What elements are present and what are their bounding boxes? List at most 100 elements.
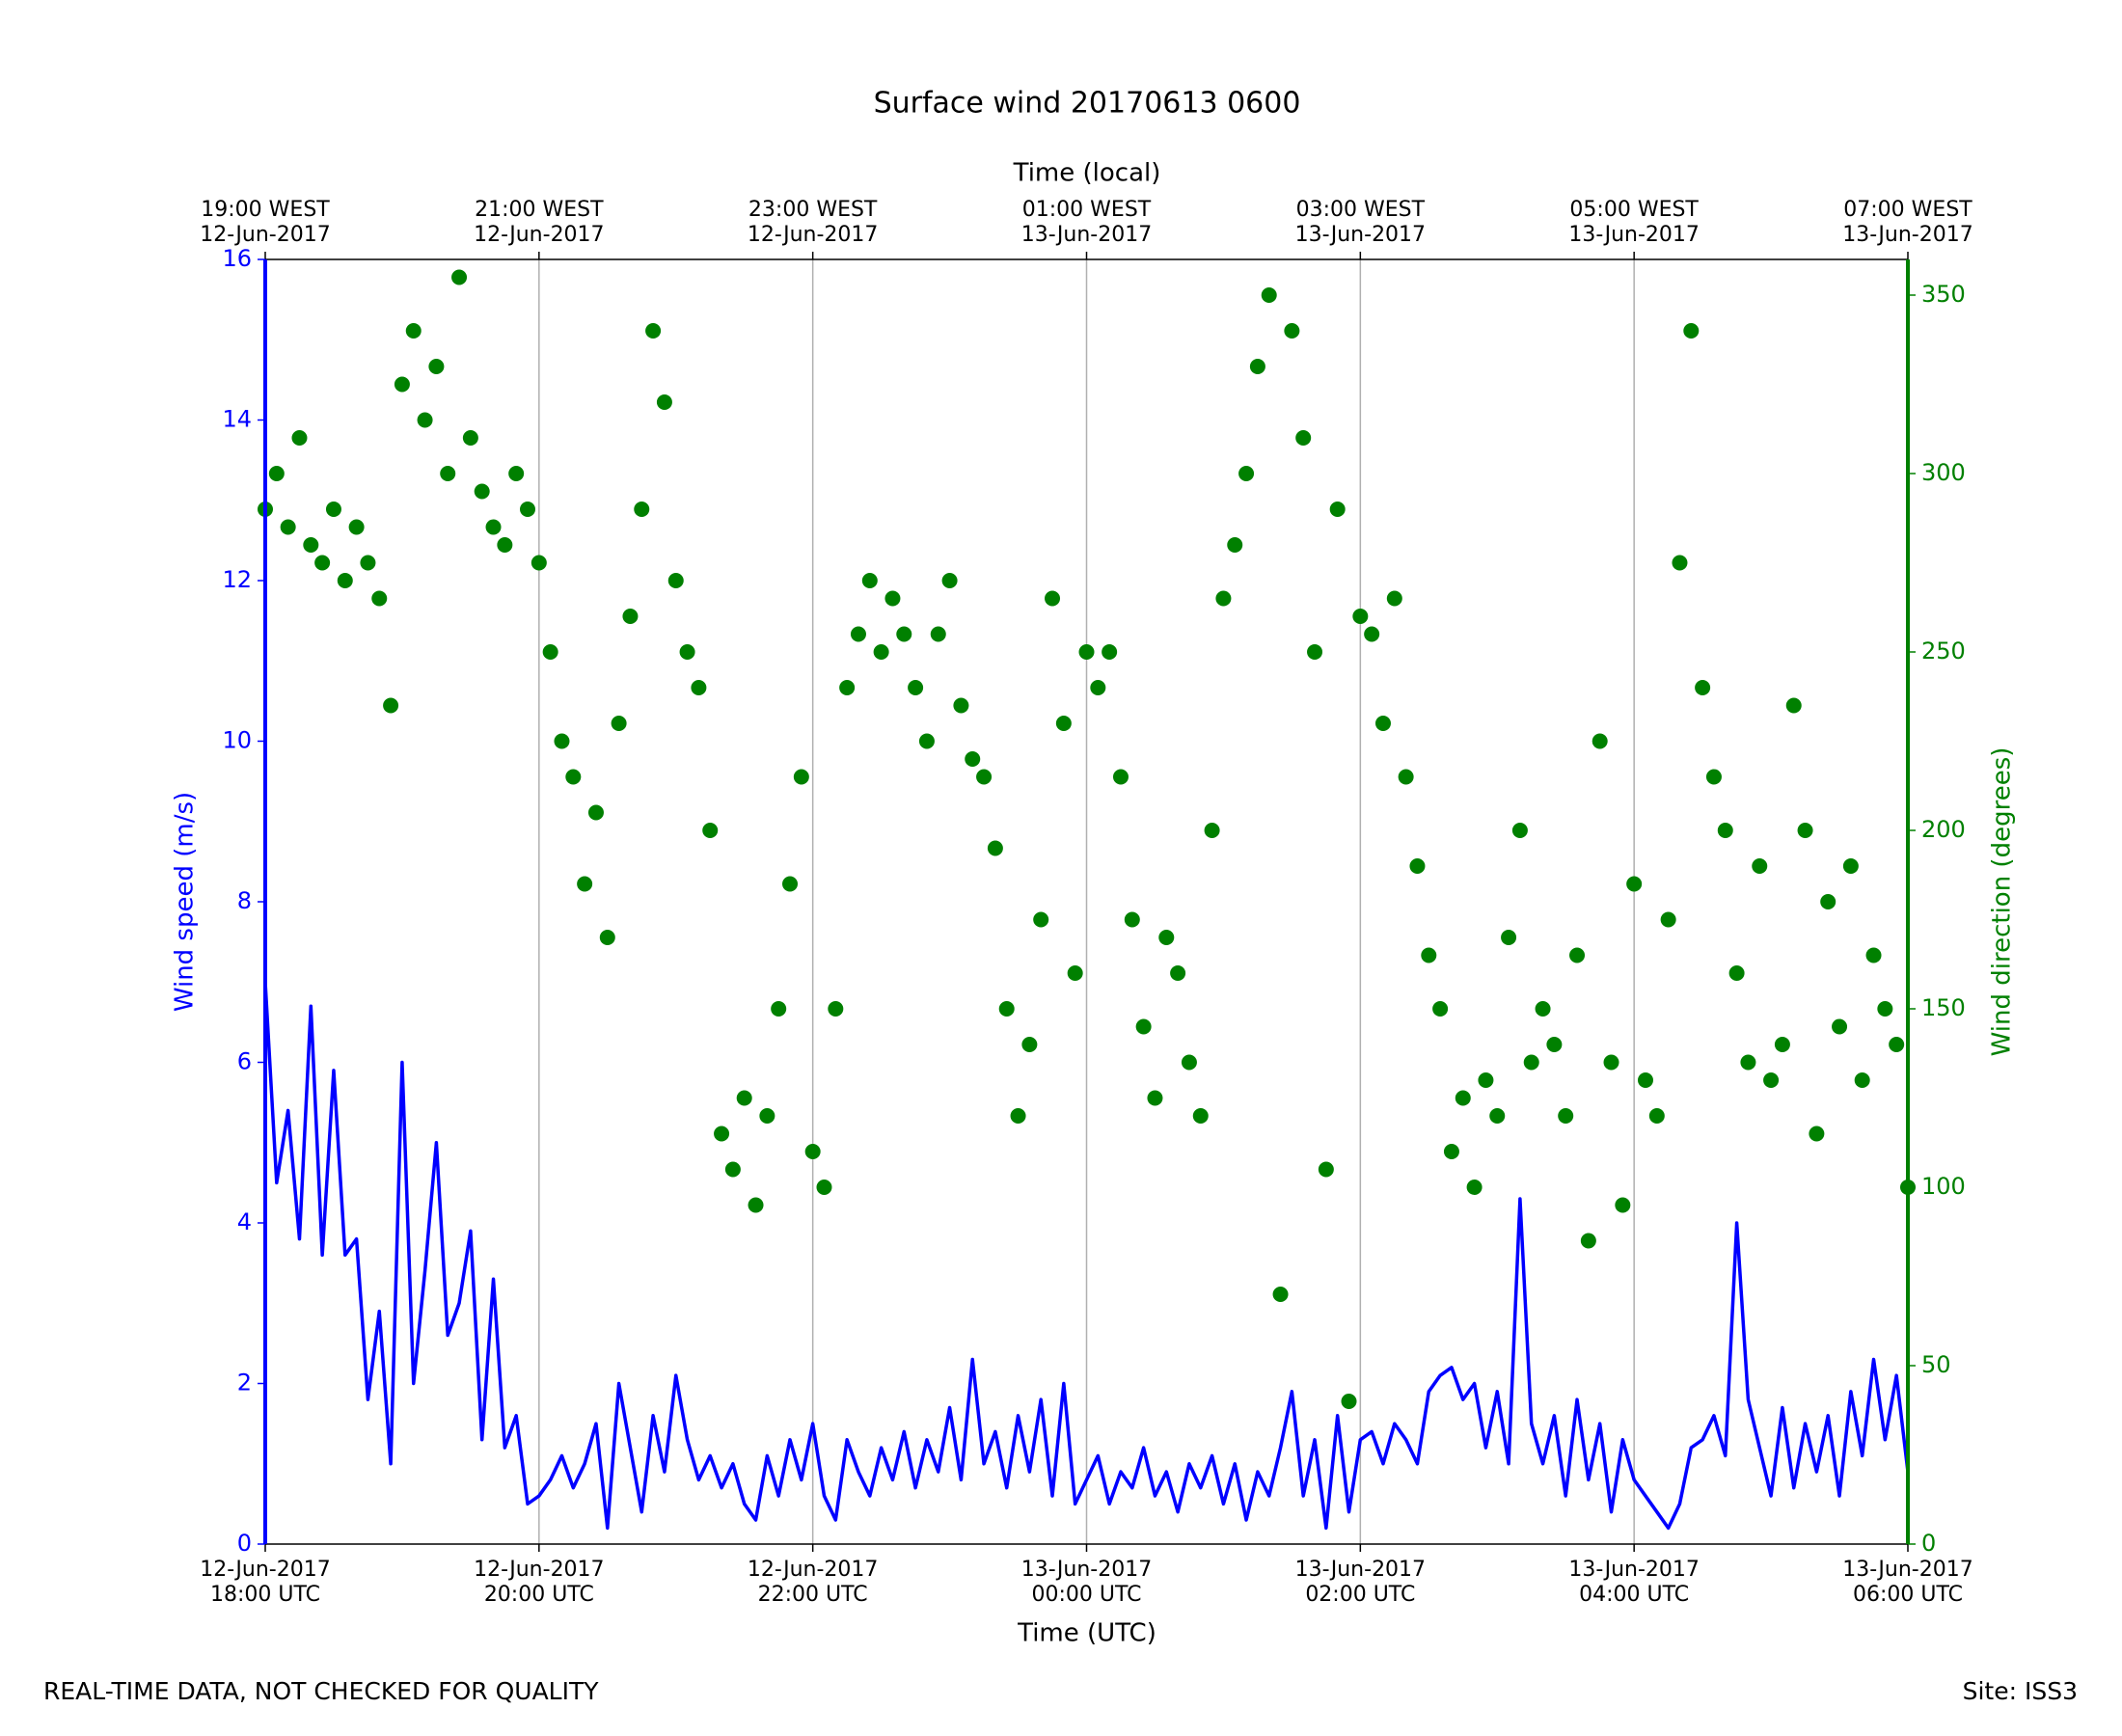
- top-x-tick-label: 21:00 WEST 12-Jun-2017: [474, 198, 605, 247]
- y-tick-label: 4: [237, 1208, 252, 1235]
- direction-point: [656, 394, 672, 410]
- direction-point: [965, 751, 981, 767]
- direction-point: [1489, 1108, 1506, 1124]
- direction-point: [1078, 644, 1095, 660]
- y-tick-label: 2: [237, 1370, 252, 1397]
- top-x-tick-label: 05:00 WEST 13-Jun-2017: [1568, 198, 1700, 247]
- direction-point: [1558, 1108, 1574, 1124]
- direction-point: [645, 323, 662, 339]
- direction-point: [1511, 823, 1528, 838]
- direction-point: [667, 573, 684, 588]
- y-tick-label: 16: [222, 245, 252, 272]
- top-axis-label: Time (local): [1013, 159, 1161, 188]
- x-tick-label: 13-Jun-2017 06:00 UTC: [1842, 1558, 1973, 1607]
- y2-axis-label: Wind direction (degrees): [1988, 747, 2017, 1057]
- direction-point: [1204, 823, 1220, 838]
- y2-tick-label: 300: [1921, 459, 1966, 486]
- direction-point: [1341, 1394, 1357, 1409]
- top-x-tick-label: 19:00 WEST 12-Jun-2017: [200, 198, 331, 247]
- y-tick-label: 12: [222, 566, 252, 593]
- direction-point: [1455, 1090, 1471, 1106]
- direction-point: [1854, 1072, 1870, 1088]
- direction-point: [1717, 823, 1733, 838]
- y-tick-label: 6: [237, 1048, 252, 1075]
- direction-point: [1055, 716, 1072, 731]
- direction-point: [1284, 323, 1300, 339]
- direction-point: [724, 1161, 741, 1178]
- x-tick-label: 13-Jun-2017 04:00 UTC: [1568, 1558, 1700, 1607]
- x-tick-label: 13-Jun-2017 02:00 UTC: [1294, 1558, 1427, 1607]
- direction-point: [1432, 1001, 1449, 1017]
- direction-point: [1832, 1018, 1848, 1035]
- direction-point: [691, 680, 707, 695]
- direction-point: [850, 626, 866, 642]
- direction-point: [1192, 1108, 1209, 1124]
- direction-point: [941, 573, 958, 588]
- direction-point: [1797, 823, 1813, 838]
- direction-point: [1329, 502, 1346, 517]
- direction-point: [360, 555, 376, 571]
- direction-point: [280, 519, 296, 535]
- direction-point: [1045, 590, 1061, 607]
- y2-tick-label: 100: [1921, 1173, 1966, 1200]
- direction-point: [1033, 911, 1049, 928]
- top-x-tick-label: 23:00 WEST 12-Jun-2017: [747, 198, 879, 247]
- direction-point: [1865, 947, 1882, 963]
- direction-point: [268, 466, 285, 481]
- direction-point: [1728, 965, 1745, 981]
- direction-point: [1569, 947, 1586, 963]
- direction-point: [1648, 1108, 1665, 1124]
- chart-title: Surface wind 20170613 0600: [874, 87, 1301, 121]
- direction-point: [1615, 1197, 1631, 1213]
- direction-point: [405, 323, 422, 339]
- direction-point: [325, 502, 341, 517]
- direction-point: [520, 502, 536, 517]
- direction-point: [1842, 858, 1859, 874]
- direction-point: [1067, 965, 1083, 981]
- direction-point: [577, 876, 593, 892]
- y-axis-label: Wind speed (m/s): [171, 792, 200, 1012]
- direction-point: [1603, 1054, 1619, 1071]
- direction-point: [348, 519, 365, 535]
- direction-point: [1501, 930, 1517, 945]
- direction-point: [291, 430, 308, 446]
- direction-point: [497, 537, 513, 553]
- direction-point: [565, 769, 582, 785]
- direction-point: [1158, 930, 1175, 945]
- y2-tick-label: 0: [1921, 1530, 1936, 1557]
- top-x-tick-label: 07:00 WEST 13-Jun-2017: [1842, 198, 1973, 247]
- direction-point: [1580, 1233, 1596, 1249]
- direction-point: [1785, 697, 1802, 714]
- direction-point: [816, 1180, 832, 1195]
- direction-point: [1535, 1001, 1551, 1017]
- top-x-tick-label: 03:00 WEST 13-Jun-2017: [1294, 198, 1427, 247]
- direction-point: [1683, 323, 1700, 339]
- direction-point: [748, 1197, 764, 1213]
- direction-point: [793, 769, 809, 785]
- x-tick-label: 12-Jun-2017 18:00 UTC: [200, 1558, 331, 1607]
- direction-point: [896, 626, 912, 642]
- direction-point: [1752, 858, 1768, 874]
- direction-point: [1090, 680, 1106, 695]
- direction-point: [1124, 911, 1140, 928]
- direction-point: [998, 1001, 1015, 1017]
- direction-point: [1352, 609, 1369, 624]
- direction-point: [1021, 1037, 1038, 1052]
- direction-point: [451, 269, 468, 285]
- direction-point: [599, 930, 615, 945]
- direction-point: [1102, 644, 1118, 660]
- direction-point: [1592, 733, 1608, 749]
- direction-point: [1307, 644, 1323, 660]
- direction-point: [530, 555, 547, 571]
- direction-point: [462, 430, 478, 446]
- direction-point: [918, 733, 935, 749]
- direction-point: [930, 626, 946, 642]
- x-tick-label: 12-Jun-2017 20:00 UTC: [474, 1558, 605, 1607]
- direction-point: [337, 573, 353, 588]
- direction-point: [314, 555, 331, 571]
- y-tick-label: 14: [222, 406, 252, 433]
- y2-tick-label: 50: [1921, 1351, 1951, 1378]
- direction-point: [1705, 769, 1722, 785]
